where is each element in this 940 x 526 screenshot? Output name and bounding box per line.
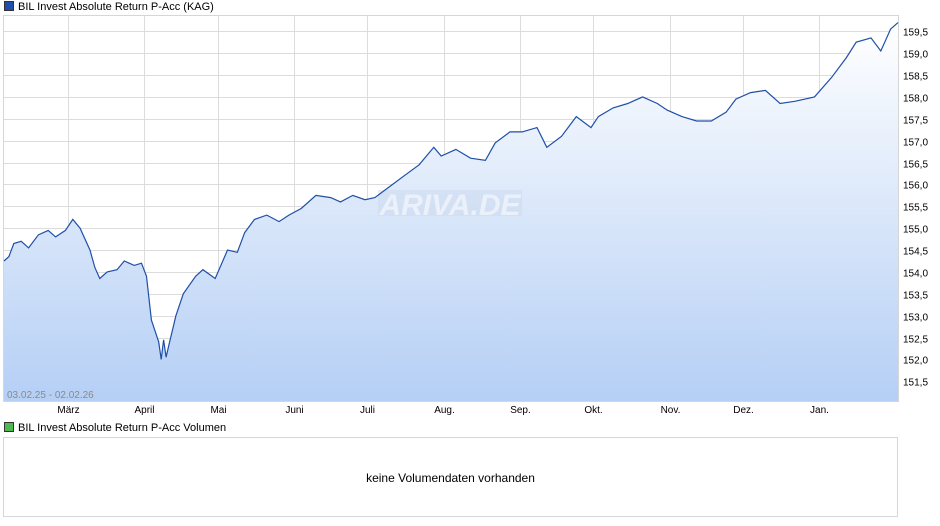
volume-empty-message: keine Volumendaten vorhanden (366, 471, 535, 485)
y-tick-label: 158,5 (903, 72, 928, 83)
x-tick-label: Okt. (584, 405, 602, 416)
x-tick-label: Mai (210, 405, 226, 416)
price-line (3, 22, 899, 360)
y-tick-label: 154,0 (903, 269, 928, 280)
legend-main-label: BIL Invest Absolute Return P-Acc (KAG) (18, 1, 214, 13)
x-axis-labels: März April Mai Juni Juli Aug. Sep. Okt. Nov. Dez.… (57, 405, 829, 416)
x-tick-label: April (134, 405, 154, 416)
x-tick-label: Juli (360, 405, 375, 416)
y-tick-label: 152,0 (903, 356, 928, 367)
volume-panel: keine Volumendaten vorhanden (3, 437, 898, 517)
y-tick-label: 155,5 (903, 203, 928, 214)
x-tick-label: Aug. (434, 405, 455, 416)
y-tick-label: 154,5 (903, 247, 928, 258)
x-tick-label: Juni (285, 405, 303, 416)
legend-volume-label: BIL Invest Absolute Return P-Acc Volumen (18, 422, 227, 434)
y-tick-label: 155,0 (903, 225, 928, 236)
y-tick-label: 153,0 (903, 313, 928, 324)
x-tick-label: Jan. (810, 405, 829, 416)
legend-main-swatch (4, 1, 14, 11)
watermark: ARIVA.DE (378, 189, 522, 222)
y-tick-label: 152,5 (903, 335, 928, 346)
y-tick-label: 156,5 (903, 160, 928, 171)
y-tick-label: 157,5 (903, 116, 928, 127)
price-area (4, 22, 898, 401)
x-tick-label: Sep. (510, 405, 531, 416)
y-tick-label: 151,5 (903, 378, 928, 389)
date-range-label: 03.02.25 - 02.02.26 (7, 390, 94, 401)
legend-volume-swatch (4, 422, 14, 432)
legend-volume-series: BIL Invest Absolute Return P-Acc Volumen (4, 421, 226, 435)
x-tick-label: März (57, 405, 79, 416)
watermark-text: ARIVA.DE (378, 189, 521, 222)
y-tick-label: 156,0 (903, 181, 928, 192)
y-tick-label: 158,0 (903, 94, 928, 105)
y-tick-label: 157,0 (903, 138, 928, 149)
y-tick-label: 153,5 (903, 291, 928, 302)
legend-main-series: BIL Invest Absolute Return P-Acc (KAG) (4, 0, 214, 14)
x-tick-label: Nov. (661, 405, 681, 416)
y-tick-label: 159,0 (903, 50, 928, 61)
y-axis-labels: 151,5 152,0 152,5 153,0 153,5 154,0 154,5 155,0… (903, 28, 928, 389)
y-tick-label: 159,5 (903, 28, 928, 39)
price-chart: ARIVA.DE 151,5152,0152,5153,0153,5154,01… (3, 15, 928, 416)
x-tick-label: Dez. (733, 405, 754, 416)
